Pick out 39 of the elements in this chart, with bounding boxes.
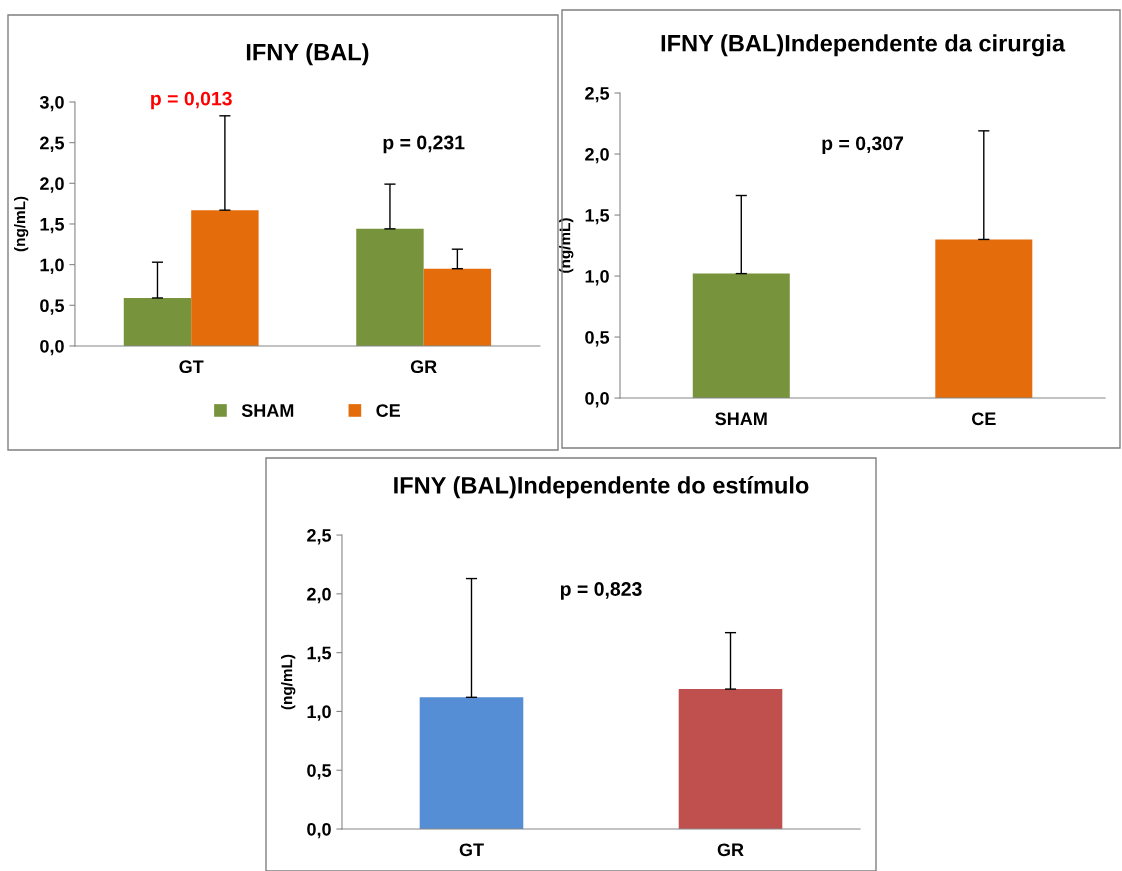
y-axis-title: (ng/mL) [14, 196, 29, 252]
legend-label: SHAM [241, 404, 294, 417]
y-tick-label: 2,0 [307, 587, 331, 604]
y-tick-label: 2,0 [40, 177, 64, 193]
y-tick-label: 2,5 [307, 528, 332, 545]
y-tick-label: 0,0 [307, 822, 331, 839]
annotation: p = 0,231 [383, 135, 465, 154]
y-tick-label: 0,5 [307, 764, 332, 780]
y-tick-label: 0,5 [40, 299, 65, 315]
y-tick-label: 2,0 [585, 147, 609, 164]
y-tick-label: 2,5 [40, 136, 65, 152]
y-tick-label: 3,0 [39, 95, 64, 112]
legend-label: CE [376, 404, 401, 417]
bar [123, 297, 192, 346]
chart-title: IFNY (BAL)Independente da cirurgia [661, 34, 1066, 57]
y-tick-label: 1,5 [40, 218, 65, 234]
y-tick-label: 1,0 [307, 705, 331, 721]
bar [356, 228, 424, 346]
y-tick-label: 1,0 [585, 269, 609, 286]
y-tick-label: 2,5 [585, 86, 610, 103]
y-tick-label: 0,0 [585, 391, 609, 408]
x-tick-label: GT [459, 843, 484, 857]
bar [423, 268, 492, 346]
y-tick-label: 0,5 [585, 330, 610, 347]
y-axis-title: (ng/mL) [281, 654, 296, 710]
y-tick-label: 1,5 [307, 646, 332, 662]
chart-title: IFNY (BAL)Independente do estímulo [394, 476, 809, 499]
x-tick-label: GR [410, 360, 437, 374]
y-axis-title: (ng/mL) [559, 218, 574, 273]
annotation: p = 0,823 [560, 582, 642, 600]
y-tick-label: 0,0 [40, 339, 64, 356]
x-tick-label: GT [179, 360, 204, 374]
y-tick-label: 1,5 [585, 209, 610, 225]
chart-title: IFNY (BAL) [246, 43, 369, 66]
bar [191, 210, 259, 346]
y-tick-label: 1,0 [40, 258, 64, 274]
annotation: p = 0,307 [822, 136, 904, 155]
annotation: p = 0,013 [151, 91, 232, 110]
x-tick-label: GR [717, 843, 744, 857]
